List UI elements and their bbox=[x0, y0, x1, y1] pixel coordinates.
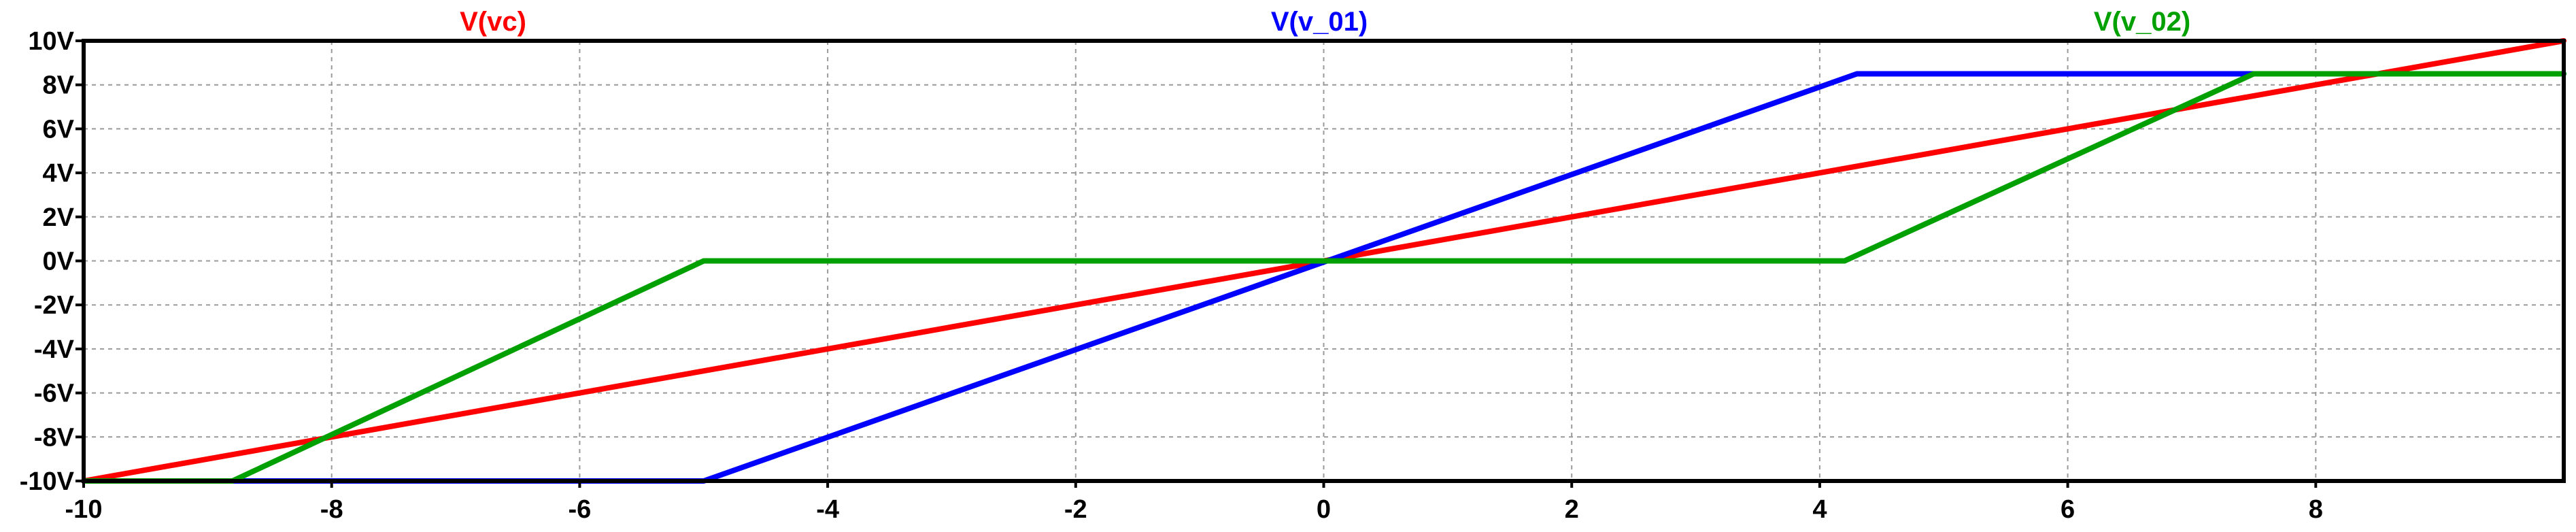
ticks-layer: -10 -8 -6 -4 -2 0 2 4 6 8 10V 8V 6V 4V 2V 0V -2V -4V -6V -8… bbox=[20, 27, 2323, 524]
x-tick-label: -10 bbox=[65, 495, 103, 524]
x-tick-label: 2 bbox=[1565, 495, 1579, 524]
y-tick-label: -2V bbox=[34, 291, 75, 320]
legend-item-0: V(vc) bbox=[460, 7, 526, 37]
x-tick-label: 0 bbox=[1317, 495, 1331, 524]
legend-item-1: V(v_01) bbox=[1271, 7, 1368, 37]
y-tick-label: -8V bbox=[34, 423, 75, 452]
legend-layer: V(vc) V(v_01) V(v_02) bbox=[460, 7, 2190, 37]
y-tick-label: -6V bbox=[34, 380, 75, 408]
y-tick-label: -4V bbox=[34, 335, 75, 364]
y-tick-label: 6V bbox=[43, 115, 75, 144]
x-tick-label: -4 bbox=[816, 495, 839, 524]
y-tick-label: 8V bbox=[43, 71, 75, 100]
y-tick-label: 2V bbox=[43, 203, 75, 232]
x-tick-label: -2 bbox=[1064, 495, 1087, 524]
grid-layer bbox=[84, 41, 2564, 481]
x-tick-label: 4 bbox=[1812, 495, 1827, 524]
x-tick-label: 8 bbox=[2309, 495, 2323, 524]
x-tick-label: -8 bbox=[320, 495, 343, 524]
y-tick-label: 0V bbox=[43, 248, 75, 276]
x-tick-label: 6 bbox=[2061, 495, 2075, 524]
y-tick-label: 4V bbox=[43, 159, 75, 188]
x-tick-label: -6 bbox=[569, 495, 592, 524]
legend-item-2: V(v_02) bbox=[2094, 7, 2190, 37]
y-tick-label: 10V bbox=[28, 27, 74, 56]
y-tick-label: -10V bbox=[20, 467, 75, 496]
